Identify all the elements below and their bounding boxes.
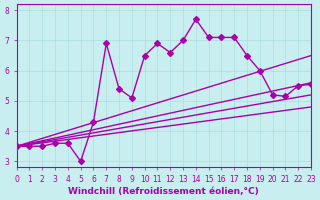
X-axis label: Windchill (Refroidissement éolien,°C): Windchill (Refroidissement éolien,°C) [68,187,259,196]
